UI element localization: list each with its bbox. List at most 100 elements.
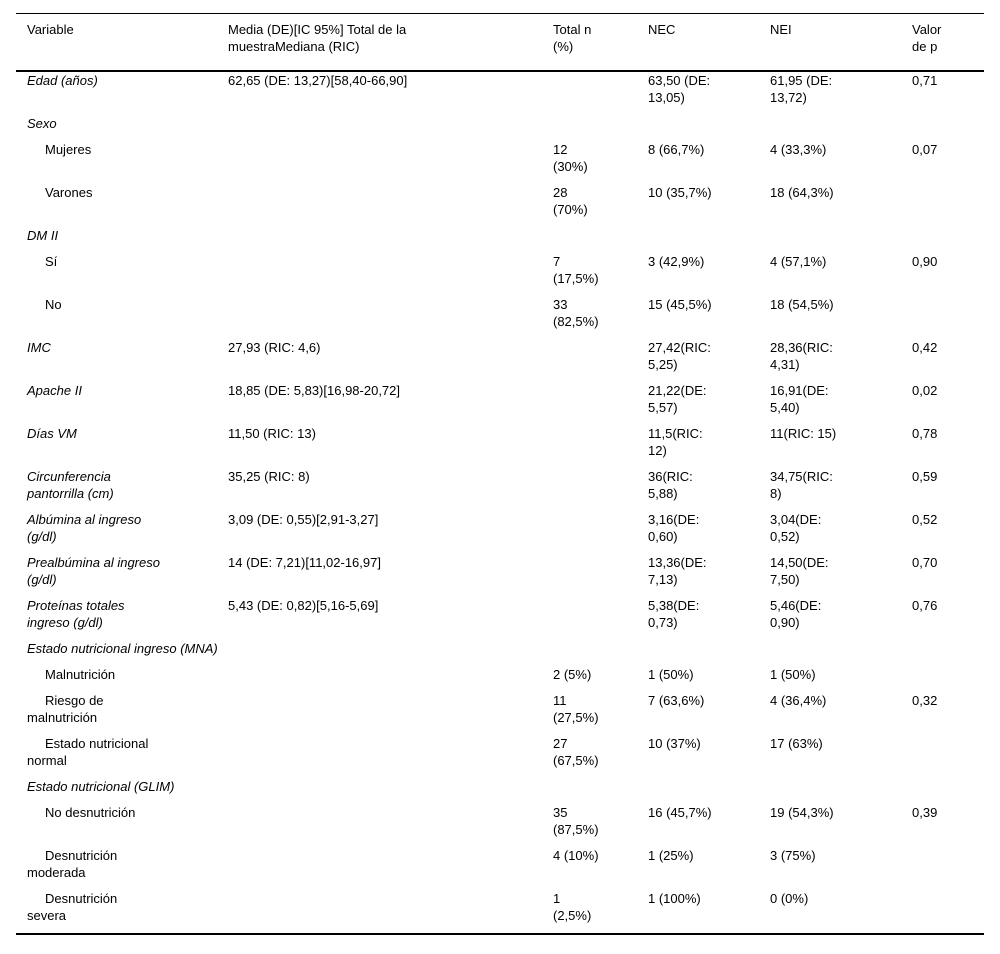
cell-p: 0,52 — [912, 512, 938, 527]
cell-total-n — [553, 425, 648, 468]
cell-variable: IMC — [27, 340, 51, 355]
cell-media — [228, 141, 553, 184]
cell-variable: Edad (años) — [27, 73, 98, 88]
cell-p — [912, 184, 984, 227]
cell-nei: 16,91(DE: 5,40) — [770, 383, 829, 415]
cell-nei: 5,46(DE: 0,90) — [770, 598, 822, 630]
cell-total-n: 28 (70%) — [553, 185, 588, 217]
cell-variable: Mujeres — [45, 142, 92, 157]
table-row: Desnutrición moderada 4 (10%) 1 (25%) 3 (75… — [16, 847, 984, 890]
column-header-nec: NEC — [648, 13, 770, 72]
cell-media — [228, 804, 553, 847]
cell-nec: 13,36(DE: 7,13) — [648, 555, 707, 587]
cell-p: 0,39 — [912, 805, 938, 820]
cell-nec: 10 (35,7%) — [648, 185, 712, 200]
cell-total-n — [553, 554, 648, 597]
cell-total-n — [553, 468, 648, 511]
cell-nei: 19 (54,3%) — [770, 805, 834, 820]
cell-nei: 17 (63%) — [770, 736, 823, 751]
table-row: Varones 28 (70%) 10 (35,7%) 18 (64,3%) — [16, 184, 984, 227]
cell-nei: 1 (50%) — [770, 667, 816, 682]
cell-p: 0,71 — [912, 73, 938, 88]
cell-p: 0,90 — [912, 254, 938, 269]
cell-media — [228, 735, 553, 778]
cell-total-n: 12 (30%) — [553, 142, 588, 174]
cell-media — [228, 184, 553, 227]
column-header-variable: Variable — [16, 13, 228, 72]
table-row: Malnutrición 2 (5%) 1 (50%) 1 (50%) — [16, 666, 984, 692]
table-row: Riesgo de malnutrición 11 (27,5%) 7 (63,6%… — [16, 692, 984, 735]
cell-variable: DM II — [27, 228, 59, 243]
table-body: Edad (años) 62,65 (DE: 13,27)[58,40-66,90… — [16, 71, 984, 934]
cell-total-n: 1 (2,5%) — [553, 891, 592, 923]
cell-nei: 4 (33,3%) — [770, 142, 827, 157]
table-row: Estado nutricional normal 27 (67,5%) 10 (3… — [16, 735, 984, 778]
cell-media: 27,93 (RIC: 4,6) — [228, 340, 321, 355]
table-row: No 33 (82,5%) 15 (45,5%) 18 (54,5%) — [16, 296, 984, 339]
cell-media — [228, 890, 553, 934]
cell-p: 0,70 — [912, 555, 938, 570]
cell-media — [228, 692, 553, 735]
cell-variable: Proteínas totales ingreso (g/dl) — [27, 598, 125, 630]
cell-variable: Malnutrición — [45, 667, 116, 682]
table-row: DM II — [16, 227, 984, 253]
table-header: Variable Media (DE)[IC 95%] Total de la … — [16, 13, 984, 72]
cell-nei: 4 (57,1%) — [770, 254, 827, 269]
cell-p — [912, 296, 984, 339]
cell-p — [912, 847, 984, 890]
cell-nei: 3 (75%) — [770, 848, 816, 863]
cell-total-n: 2 (5%) — [553, 667, 592, 682]
column-header-media: Media (DE)[IC 95%] Total de la muestraMe… — [228, 13, 553, 72]
cell-nei: 61,95 (DE: 13,72) — [770, 73, 833, 105]
cell-nec: 15 (45,5%) — [648, 297, 712, 312]
cell-variable: No desnutrición — [45, 805, 136, 820]
cell-variable: Riesgo de malnutrición — [27, 693, 104, 725]
cell-nec: 3 (42,9%) — [648, 254, 705, 269]
column-header-nei: NEI — [770, 13, 912, 72]
cell-p — [912, 890, 984, 934]
cell-nec: 3,16(DE: 0,60) — [648, 512, 700, 544]
cell-total-n — [553, 71, 648, 115]
table-row: Apache II 18,85 (DE: 5,83)[16,98-20,72] 21… — [16, 382, 984, 425]
cell-nei: 11(RIC: 15) — [770, 426, 837, 441]
cell-variable: Prealbúmina al ingreso (g/dl) — [27, 555, 160, 587]
cell-nec: 63,50 (DE: 13,05) — [648, 73, 711, 105]
column-header-total-n: Total n (%) — [553, 13, 648, 72]
cell-nec: 1 (100%) — [648, 891, 701, 906]
table-row: Circunferencia pantorrilla (cm) 35,25 (RI… — [16, 468, 984, 511]
cell-variable: Apache II — [27, 383, 82, 398]
header-row: Variable Media (DE)[IC 95%] Total de la … — [16, 13, 984, 72]
cell-nec: 1 (25%) — [648, 848, 694, 863]
table-row: IMC 27,93 (RIC: 4,6) 27,42(RIC: 5,25) 28,36… — [16, 339, 984, 382]
table-row: Días VM 11,50 (RIC: 13) 11,5(RIC: 12) 11(RI… — [16, 425, 984, 468]
table-row: Mujeres 12 (30%) 8 (66,7%) 4 (33,3%) 0,07 — [16, 141, 984, 184]
column-header-valor-p: Valor de p — [912, 13, 984, 72]
table-row: Sí 7 (17,5%) 3 (42,9%) 4 (57,1%) 0,90 — [16, 253, 984, 296]
cell-total-n — [553, 339, 648, 382]
cell-variable: Días VM — [27, 426, 77, 441]
cell-variable: Estado nutricional ingreso (MNA) — [27, 641, 218, 656]
table-row: Proteínas totales ingreso (g/dl) 5,43 (DE… — [16, 597, 984, 640]
cell-total-n — [553, 597, 648, 640]
cell-nei: 3,04(DE: 0,52) — [770, 512, 822, 544]
cell-media — [228, 666, 553, 692]
cell-media — [228, 847, 553, 890]
cell-media: 11,50 (RIC: 13) — [228, 426, 316, 441]
cell-nei: 18 (54,5%) — [770, 297, 834, 312]
cell-nei: 4 (36,4%) — [770, 693, 827, 708]
cell-media: 62,65 (DE: 13,27)[58,40-66,90] — [228, 73, 408, 88]
clinical-variables-table: Variable Media (DE)[IC 95%] Total de la … — [16, 13, 984, 935]
cell-total-n: 27 (67,5%) — [553, 736, 599, 768]
cell-nec: 11,5(RIC: 12) — [648, 426, 703, 458]
cell-media — [228, 296, 553, 339]
cell-total-n: 35 (87,5%) — [553, 805, 599, 837]
cell-p: 0,07 — [912, 142, 938, 157]
cell-variable: Desnutrición severa — [27, 891, 118, 923]
cell-p: 0,78 — [912, 426, 938, 441]
cell-nec: 16 (45,7%) — [648, 805, 712, 820]
cell-nec: 5,38(DE: 0,73) — [648, 598, 700, 630]
cell-p: 0,02 — [912, 383, 938, 398]
cell-total-n: 4 (10%) — [553, 848, 599, 863]
table-row: Sexo — [16, 115, 984, 141]
